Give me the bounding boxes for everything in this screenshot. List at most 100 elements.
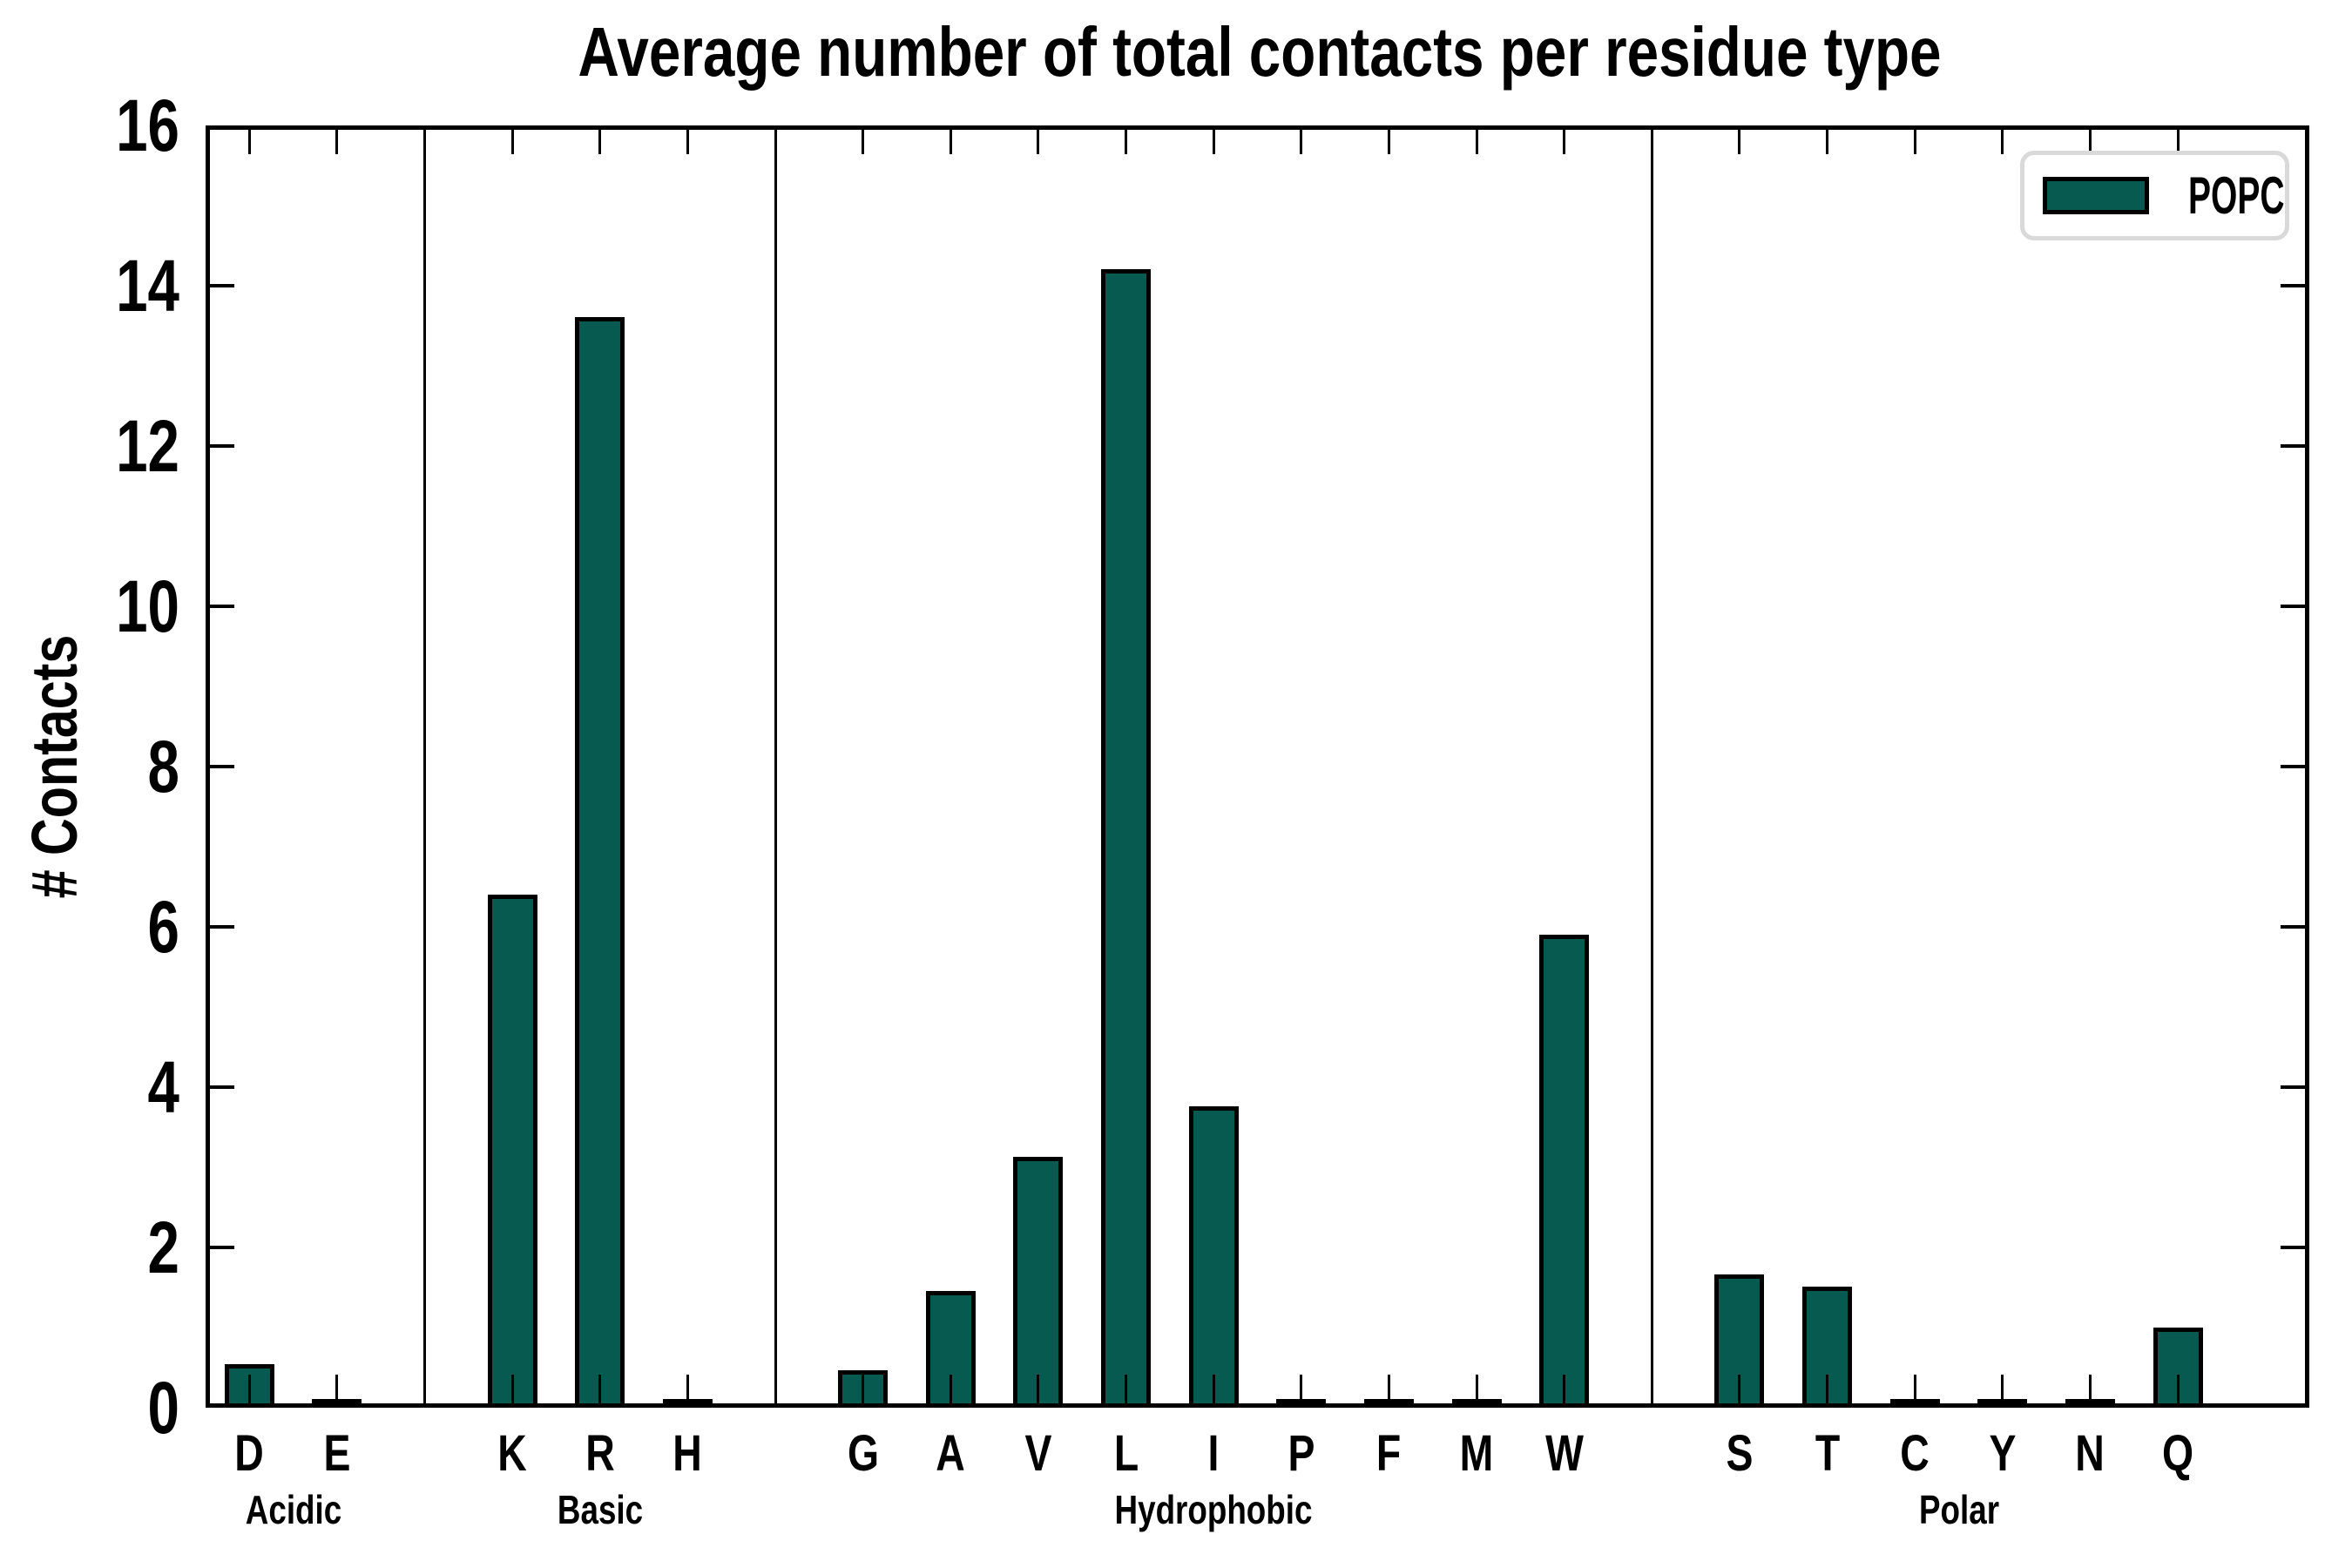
x-tick-A-bottom (949, 1375, 952, 1408)
y-tick-label-16: 16 (116, 84, 179, 166)
bar-W (1539, 934, 1590, 1408)
group-label-Polar: Polar (1918, 1487, 1999, 1532)
x-tick-W-bottom (1563, 1375, 1566, 1408)
axis-spine-bottom (206, 1403, 2309, 1408)
x-tick-label-P: P (1288, 1425, 1315, 1482)
x-tick-W-top (1563, 125, 1566, 154)
x-tick-K-bottom (510, 1375, 514, 1408)
legend-swatch (2043, 177, 2149, 214)
y-tick-12-right (2281, 444, 2309, 448)
bar-L (1101, 269, 1152, 1408)
bar-I (1188, 1105, 1239, 1408)
y-tick-6-right (2281, 925, 2309, 929)
y-tick-label-12: 12 (116, 405, 179, 487)
x-tick-P-bottom (1300, 1375, 1303, 1408)
plot-area (206, 125, 2309, 1408)
y-tick-label-10: 10 (116, 565, 179, 647)
x-tick-label-D: D (234, 1425, 265, 1482)
x-tick-label-Y: Y (1989, 1425, 2017, 1482)
chart-title: Average number of total contacts per res… (578, 13, 1942, 91)
y-tick-10-right (2281, 605, 2309, 608)
bar-V (1013, 1156, 1064, 1408)
y-tick-label-14: 14 (116, 245, 179, 327)
x-tick-T-bottom (1826, 1375, 1829, 1408)
x-tick-Y-top (2001, 125, 2004, 154)
x-tick-G-bottom (862, 1375, 865, 1408)
y-tick-2-right (2281, 1246, 2309, 1249)
x-tick-N-bottom (2088, 1375, 2092, 1408)
x-tick-label-I: I (1207, 1425, 1220, 1482)
y-tick-label-8: 8 (147, 726, 179, 808)
y-tick-14-left (206, 284, 234, 287)
y-tick-label-0: 0 (147, 1367, 179, 1449)
x-tick-Y-bottom (2001, 1375, 2004, 1408)
x-tick-E-top (335, 125, 339, 154)
legend: POPC (2020, 151, 2289, 240)
x-tick-label-L: L (1113, 1425, 1139, 1482)
x-tick-H-top (686, 125, 689, 154)
x-tick-label-W: W (1544, 1425, 1584, 1482)
x-tick-label-H: H (672, 1425, 703, 1482)
x-tick-F-bottom (1387, 1375, 1390, 1408)
y-tick-2-left (206, 1246, 234, 1249)
x-tick-label-C: C (1900, 1425, 1930, 1482)
group-separator-3 (1650, 125, 1653, 1408)
y-tick-12-left (206, 444, 234, 448)
x-tick-label-T: T (1815, 1425, 1840, 1482)
x-tick-E-bottom (335, 1375, 339, 1408)
axis-spine-right (2305, 125, 2309, 1408)
y-tick-10-left (206, 605, 234, 608)
group-separator-1 (423, 125, 427, 1408)
x-tick-label-G: G (847, 1425, 879, 1482)
x-tick-label-R: R (585, 1425, 615, 1482)
x-tick-T-top (1826, 125, 1829, 154)
x-tick-Q-top (2176, 125, 2180, 154)
y-tick-label-2: 2 (147, 1206, 179, 1288)
x-tick-L-bottom (1125, 1375, 1128, 1408)
y-tick-8-left (206, 765, 234, 768)
x-tick-L-top (1125, 125, 1128, 154)
x-tick-M-top (1475, 125, 1478, 154)
x-tick-label-S: S (1726, 1425, 1754, 1482)
x-tick-F-top (1387, 125, 1390, 154)
x-tick-label-F: F (1376, 1425, 1402, 1482)
x-tick-V-top (1037, 125, 1040, 154)
x-tick-C-bottom (1913, 1375, 1916, 1408)
x-tick-label-V: V (1024, 1425, 1052, 1482)
y-tick-label-6: 6 (147, 886, 179, 968)
y-tick-4-right (2281, 1085, 2309, 1089)
x-tick-G-top (862, 125, 865, 154)
x-tick-label-E: E (323, 1425, 351, 1482)
bar-K (487, 894, 537, 1408)
y-tick-6-left (206, 925, 234, 929)
y-tick-4-left (206, 1085, 234, 1089)
x-tick-D-top (247, 125, 251, 154)
x-tick-A-top (949, 125, 952, 154)
x-tick-Q-bottom (2176, 1375, 2180, 1408)
x-tick-S-top (1738, 125, 1741, 154)
legend-label: POPC (2188, 166, 2285, 225)
x-tick-P-top (1300, 125, 1303, 154)
group-label-Acidic: Acidic (245, 1487, 341, 1532)
x-tick-label-M: M (1459, 1425, 1494, 1482)
x-tick-K-top (510, 125, 514, 154)
x-tick-I-bottom (1212, 1375, 1215, 1408)
group-separator-2 (774, 125, 777, 1408)
x-tick-R-top (598, 125, 602, 154)
y-tick-8-right (2281, 765, 2309, 768)
y-tick-label-4: 4 (147, 1046, 179, 1128)
x-tick-D-bottom (247, 1375, 251, 1408)
x-tick-S-bottom (1738, 1375, 1741, 1408)
x-tick-label-A: A (936, 1425, 966, 1482)
x-tick-N-top (2088, 125, 2092, 154)
x-tick-label-Q: Q (2162, 1425, 2194, 1482)
x-tick-M-bottom (1475, 1375, 1478, 1408)
x-tick-V-bottom (1037, 1375, 1040, 1408)
group-label-Hydrophobic: Hydrophobic (1114, 1487, 1313, 1532)
bar-R (575, 317, 625, 1408)
y-tick-14-right (2281, 284, 2309, 287)
x-tick-I-top (1212, 125, 1215, 154)
group-label-Basic: Basic (557, 1487, 643, 1532)
x-tick-label-K: K (497, 1425, 527, 1482)
